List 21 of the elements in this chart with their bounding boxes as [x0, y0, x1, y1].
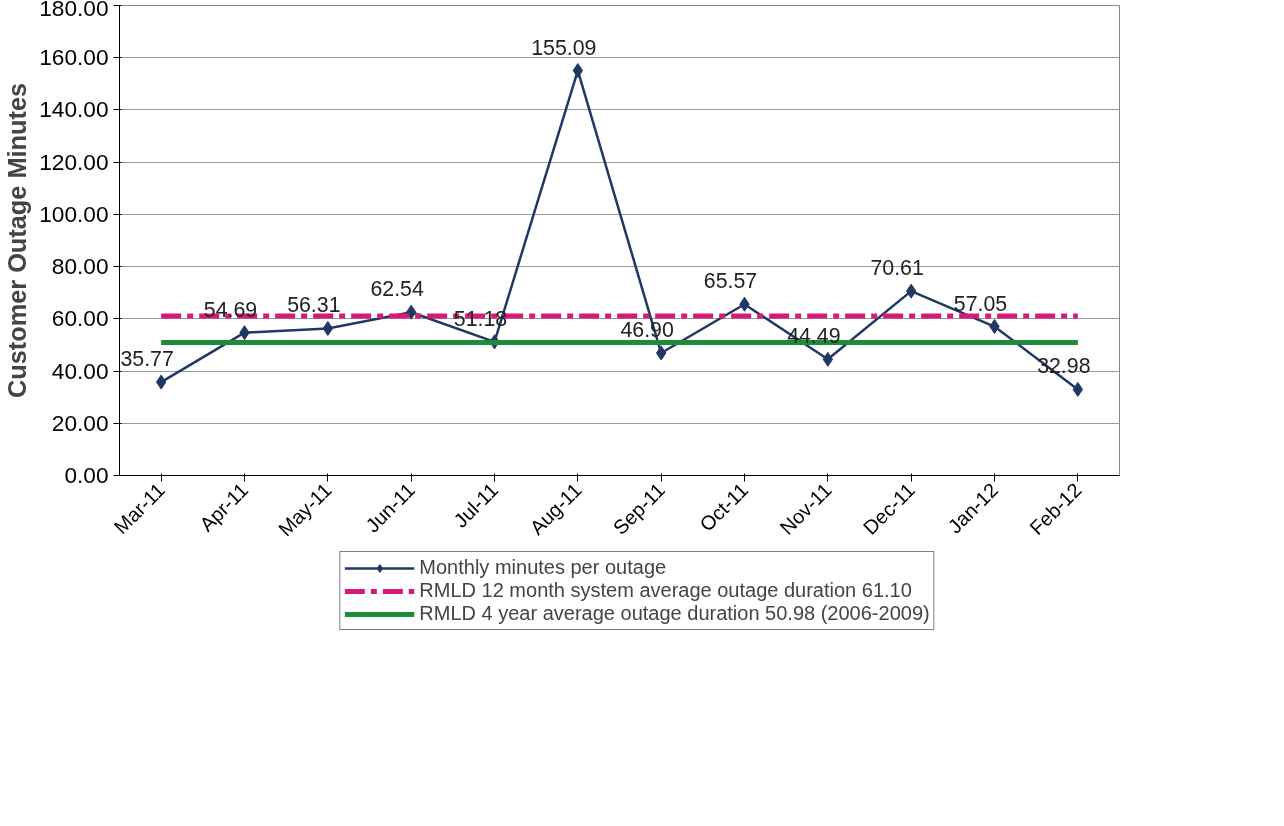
y-tick-label: 160.00: [39, 44, 109, 71]
y-tick-label: 20.00: [51, 409, 109, 436]
y-tick-label: 140.00: [39, 96, 109, 123]
y-axis-title: Customer Outage Minutes: [3, 82, 32, 399]
data-label: 65.57: [703, 269, 758, 294]
y-tick-label: 0.00: [64, 462, 109, 488]
y-tick-label: 120.00: [39, 148, 109, 175]
y-tick-label: 40.00: [51, 357, 109, 384]
data-label: 62.54: [370, 277, 424, 302]
data-label: 56.31: [287, 293, 341, 318]
legend-label: RMLD 4 year average outage duration 50.98 (2006-2009): [419, 602, 930, 625]
data-label: 57.05: [953, 291, 1008, 316]
y-tick-label: 100.00: [39, 200, 109, 227]
legend-label: RMLD 12 month system average outage duration 61.10: [419, 579, 912, 602]
data-label: 155.09: [531, 35, 597, 60]
y-tick-label: 60.00: [51, 305, 109, 332]
y-tick-label: 180.00: [39, 0, 109, 21]
legend-label: Monthly minutes per outage: [419, 556, 667, 579]
y-tick-label: 80.00: [51, 253, 109, 280]
data-label: 70.61: [870, 256, 924, 281]
data-label: 35.77: [120, 347, 174, 372]
